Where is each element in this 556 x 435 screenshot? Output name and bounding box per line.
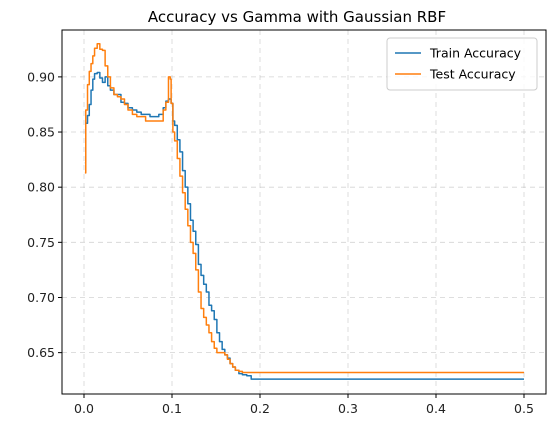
series-lines	[84, 43, 524, 380]
y-tick-label: 0.90	[27, 69, 55, 84]
legend-label: Test Accuracy	[429, 67, 516, 82]
plot-frame	[61, 29, 547, 395]
x-tick-label: 0.5	[514, 401, 534, 416]
y-tick-label: 0.75	[27, 235, 55, 250]
axis-ticks: 0.0 0.1 0.2 0.3 0.4 0.5 0.65 0.70 0.75 0.80 0.85 0.…	[27, 69, 534, 416]
x-tick-label: 0.3	[338, 401, 358, 416]
test-accuracy-line	[84, 43, 524, 374]
grid	[62, 30, 546, 394]
y-tick-label: 0.70	[27, 290, 55, 305]
x-tick-label: 0.4	[426, 401, 446, 416]
x-tick-label: 0.0	[74, 401, 94, 416]
chart-title: Accuracy vs Gamma with Gaussian RBF	[148, 8, 446, 26]
x-tick-label: 0.2	[250, 401, 270, 416]
train-accuracy-line	[84, 71, 524, 380]
y-tick-label: 0.65	[27, 345, 55, 360]
y-tick-label: 0.85	[27, 125, 55, 140]
legend: Train Accuracy Test Accuracy	[386, 37, 538, 91]
legend-box	[386, 37, 538, 91]
y-tick-label: 0.80	[27, 180, 55, 195]
x-tick-label: 0.1	[162, 401, 182, 416]
legend-label: Train Accuracy	[429, 46, 522, 61]
